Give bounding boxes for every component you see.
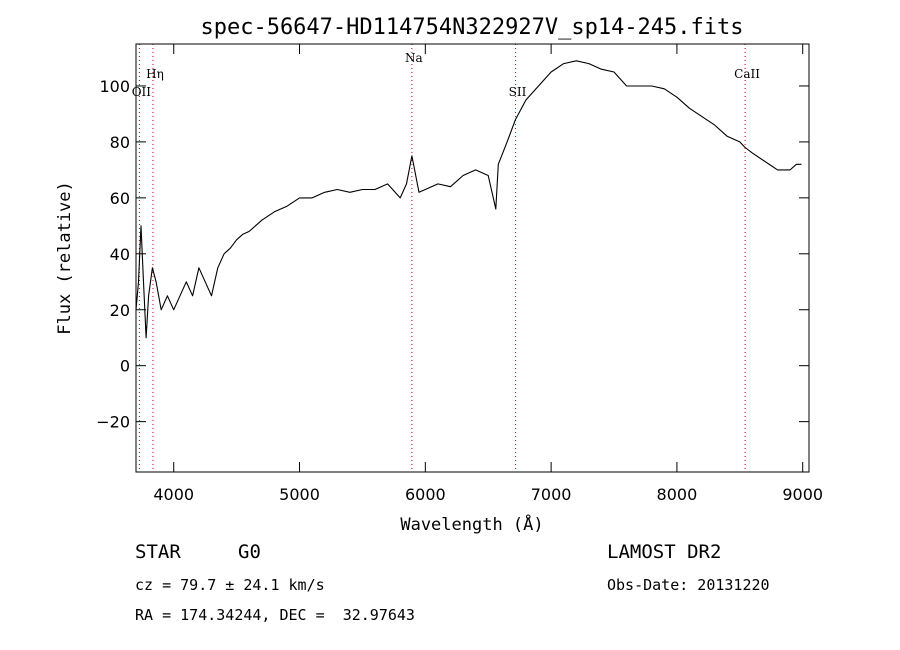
plot-frame	[135, 43, 810, 473]
y-tick-label: 20	[110, 301, 130, 320]
object-class: STAR	[135, 541, 181, 563]
y-tick-label: 0	[120, 357, 130, 376]
spectral-line-label: OII	[132, 85, 152, 99]
x-axis-label: Wavelength (Å)	[400, 513, 543, 535]
spectral-line-markers: OII Hη Na SII CaII	[132, 44, 760, 472]
chart-title: spec-56647-HD114754N322927V_sp14-245.fit…	[200, 15, 743, 40]
y-tick-label: 80	[110, 133, 130, 152]
y-tick-label: 60	[110, 189, 130, 208]
x-tick-label: 7000	[531, 485, 572, 504]
x-tick-label: 5000	[279, 485, 320, 504]
subclass: G0	[238, 541, 261, 563]
obs-date: Obs-Date: 20131220	[607, 576, 770, 594]
y-tick-label: 100	[99, 77, 130, 96]
y-tick-label: 40	[110, 245, 130, 264]
spectral-line-label: CaII	[734, 67, 760, 81]
spectral-line-label: Na	[405, 51, 423, 65]
spectral-line-label: SII	[509, 85, 527, 99]
y-axis-label: Flux (relative)	[55, 181, 75, 335]
spectrum-series	[135, 60, 802, 339]
x-tick-label: 9000	[782, 485, 823, 504]
redshift-readout: cz = 79.7 ± 24.1 km/s	[135, 576, 325, 594]
spectral-line-label: Hη	[146, 67, 164, 81]
x-tick-label: 6000	[405, 485, 446, 504]
x-tick-label: 8000	[657, 485, 698, 504]
survey-label: LAMOST DR2	[607, 541, 722, 563]
spectrum-line	[135, 60, 802, 339]
coordinates: RA = 174.34244, DEC = 32.97643	[135, 606, 415, 624]
axis-ticks: 4000 5000 6000 7000 8000 9000 −20 0 20 40 60 80 100	[96, 44, 823, 504]
x-tick-label: 4000	[153, 485, 194, 504]
y-tick-label: −20	[96, 413, 130, 432]
